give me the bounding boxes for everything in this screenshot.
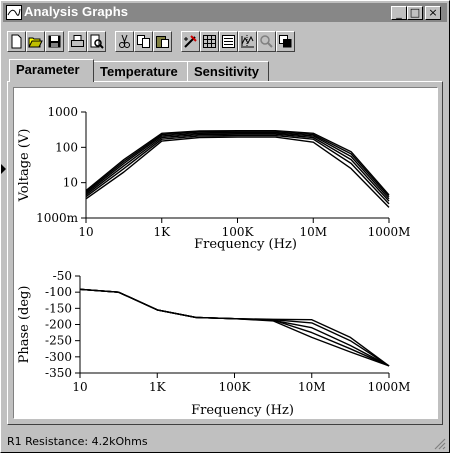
series-line xyxy=(79,288,390,367)
zoom-icon xyxy=(260,35,273,48)
title-bar[interactable]: Analysis Graphs _ □ × xyxy=(3,3,447,22)
x-tick-label: 100K xyxy=(222,225,255,239)
properties-button[interactable] xyxy=(181,31,200,52)
y-tick-label: 10 xyxy=(63,176,78,190)
grid-button[interactable] xyxy=(200,31,219,52)
new-button[interactable] xyxy=(7,31,26,52)
minimize-icon: _ xyxy=(396,6,402,19)
plot-marker-icon xyxy=(1,164,6,174)
tab-sensitivity[interactable]: Sensitivity xyxy=(187,61,269,81)
series-line xyxy=(79,288,390,367)
x-tick-label: 1K xyxy=(149,380,167,394)
series-line xyxy=(85,130,390,196)
chart-voltage: 10 1K 100K 10M 1000M1000m101001000Frequency … xyxy=(17,105,410,252)
x-tick-label: 10M xyxy=(299,225,327,239)
analysis-plots[interactable]: 10 1K 100K 10M 1000M1000m101001000Frequency … xyxy=(14,88,437,418)
x-tick-label: 10 xyxy=(78,225,93,239)
x-tick-label: 10M xyxy=(298,380,326,394)
cursor-icon xyxy=(241,35,254,48)
x-axis-label: Frequency (Hz) xyxy=(191,403,294,418)
y-tick-label: 1000 xyxy=(47,105,78,119)
series-line xyxy=(85,133,390,202)
new-icon xyxy=(11,34,22,49)
tab-temperature[interactable]: Temperature xyxy=(93,61,189,81)
series-line xyxy=(85,134,390,205)
maximize-icon: □ xyxy=(409,6,421,19)
paste-icon xyxy=(156,36,169,48)
paste-button[interactable] xyxy=(153,31,172,52)
print-preview-icon xyxy=(90,34,104,49)
minimize-button[interactable]: _ xyxy=(391,6,407,20)
x-tick-label: 10 xyxy=(72,380,87,394)
close-button[interactable]: × xyxy=(425,6,441,20)
copy-button[interactable] xyxy=(134,31,153,52)
maximize-button[interactable]: □ xyxy=(407,6,423,20)
legend-icon xyxy=(222,35,235,48)
print-icon xyxy=(71,35,84,47)
open-icon xyxy=(28,37,43,48)
cut-icon xyxy=(119,34,130,48)
app-icon xyxy=(6,5,22,20)
close-icon: × xyxy=(428,6,438,19)
y-tick-label: -200 xyxy=(45,318,72,332)
series-line xyxy=(85,132,390,200)
status-bar: R1 Resistance: 4.2kOhms xyxy=(3,431,447,451)
y-tick-label: -100 xyxy=(45,285,72,299)
y-tick-label: -350 xyxy=(45,366,72,380)
plot-area: 10 1K 100K 10M 1000M 1000m 10 100 1000 Frequency … xyxy=(13,87,438,419)
series-line xyxy=(85,131,390,198)
y-tick-label: 100 xyxy=(55,140,78,154)
window-title: Analysis Graphs xyxy=(24,4,129,19)
y-tick-label: -300 xyxy=(45,350,72,364)
x-tick-label: 1000M xyxy=(368,380,411,394)
overlay-icon xyxy=(279,35,292,48)
cut-button[interactable] xyxy=(115,31,134,52)
x-axis-label: Frequency (Hz) xyxy=(194,237,297,252)
zoom-button[interactable] xyxy=(257,31,276,52)
series-line xyxy=(79,288,390,367)
open-button[interactable] xyxy=(26,31,45,52)
resize-grip-icon[interactable] xyxy=(434,438,446,450)
y-tick-label: 1000m xyxy=(36,211,79,225)
print-button[interactable] xyxy=(68,31,87,52)
chart-phase: 10 1K 100K 10M 1000M -50 -100 -150 -200 -250 -300 -… xyxy=(17,269,410,418)
save-button[interactable] xyxy=(45,31,64,52)
y-axis-label: Voltage (V) xyxy=(17,129,32,203)
series-line xyxy=(79,288,390,367)
overlay-button[interactable] xyxy=(276,31,295,52)
tab-control: Parameter Temperature Sensitivity 10 1K 10… xyxy=(7,59,443,425)
series-line xyxy=(79,288,390,367)
cursor-button[interactable] xyxy=(238,31,257,52)
y-tick-label: -150 xyxy=(45,301,72,315)
y-tick-label: -250 xyxy=(45,334,72,348)
series-line xyxy=(85,136,390,208)
y-tick-label: -50 xyxy=(53,269,72,283)
x-tick-label: 1000M xyxy=(368,225,411,239)
tab-parameter[interactable]: Parameter xyxy=(9,59,94,82)
grid-icon xyxy=(203,35,216,48)
properties-icon xyxy=(184,35,197,48)
x-tick-label: 1K xyxy=(153,225,171,239)
legend-button[interactable] xyxy=(219,31,238,52)
y-axis-label: Phase (deg) xyxy=(17,286,32,364)
status-text: R1 Resistance: 4.2kOhms xyxy=(7,435,148,448)
save-icon xyxy=(48,35,61,48)
copy-icon xyxy=(137,35,150,48)
x-tick-label: 100K xyxy=(219,380,252,394)
print-preview-button[interactable] xyxy=(87,31,106,52)
tab-panel-parameter: 10 1K 100K 10M 1000M 1000m 10 100 1000 Frequency … xyxy=(7,81,443,425)
